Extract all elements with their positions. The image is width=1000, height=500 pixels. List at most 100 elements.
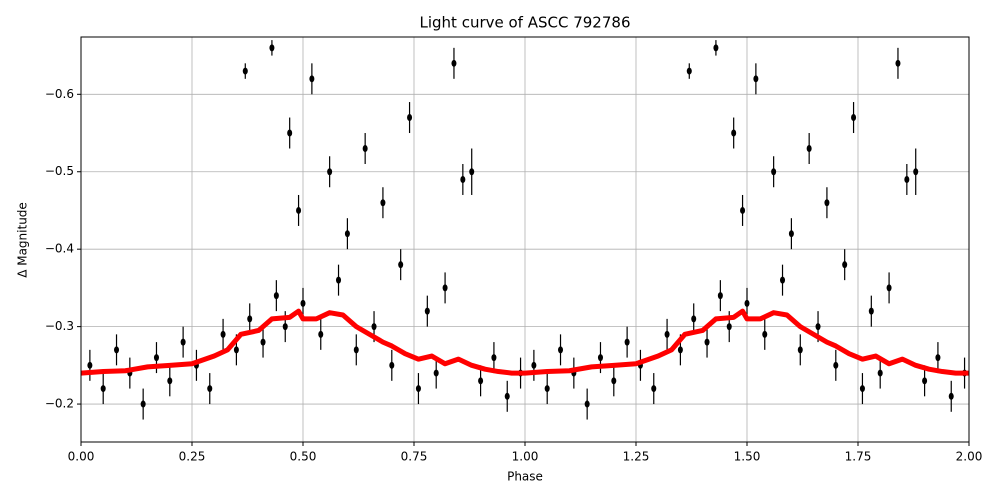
data-point <box>407 114 413 122</box>
data-point <box>300 299 306 307</box>
data-point <box>948 392 954 400</box>
data-point <box>207 385 213 393</box>
data-point <box>886 284 892 292</box>
data-point <box>153 354 159 362</box>
data-point <box>309 75 315 83</box>
data-point <box>442 284 448 292</box>
data-point <box>731 129 737 137</box>
data-point <box>877 369 883 377</box>
data-point <box>686 67 692 75</box>
data-point <box>451 59 457 67</box>
data-point <box>913 168 919 176</box>
data-point <box>713 44 719 52</box>
data-point <box>824 199 830 207</box>
data-point <box>167 377 173 385</box>
data-point <box>762 330 768 338</box>
data-point <box>389 361 395 369</box>
data-point <box>806 145 812 153</box>
data-point <box>544 385 550 393</box>
x-axis-label: Phase <box>507 470 543 484</box>
x-tick-label: 0.75 <box>401 450 428 464</box>
data-point <box>717 292 723 300</box>
data-point <box>424 307 430 315</box>
data-point <box>433 369 439 377</box>
y-tick-label: −0.2 <box>45 397 74 411</box>
data-point <box>353 346 359 354</box>
data-point <box>558 346 564 354</box>
x-tick-label: 1.25 <box>623 450 650 464</box>
data-point <box>833 361 839 369</box>
x-tick-label: 1.50 <box>734 450 761 464</box>
data-point <box>664 330 670 338</box>
data-point <box>851 114 857 122</box>
data-point <box>788 230 794 238</box>
data-point <box>344 230 350 238</box>
data-point <box>247 315 253 323</box>
data-point <box>771 168 777 176</box>
data-point <box>584 400 590 408</box>
data-point <box>859 385 865 393</box>
data-point <box>691 315 697 323</box>
x-tick-label: 0.50 <box>290 450 317 464</box>
data-point <box>611 377 617 385</box>
data-point <box>868 307 874 315</box>
data-point <box>287 129 293 137</box>
data-point <box>114 346 120 354</box>
data-point <box>380 199 386 207</box>
data-point <box>180 338 186 346</box>
y-tick-label: −0.6 <box>45 87 74 101</box>
data-point <box>780 276 786 284</box>
data-point <box>797 346 803 354</box>
data-point <box>531 361 537 369</box>
data-point <box>336 276 342 284</box>
data-point <box>398 261 404 269</box>
x-tick-label: 0.25 <box>179 450 206 464</box>
data-point <box>842 261 848 269</box>
data-point <box>677 346 683 354</box>
data-point <box>651 385 657 393</box>
x-tick-label: 0.00 <box>68 450 95 464</box>
data-point <box>220 330 226 338</box>
data-point <box>904 175 910 183</box>
data-point <box>282 323 288 331</box>
data-point <box>460 175 466 183</box>
plot-frame <box>80 36 970 443</box>
data-point <box>491 354 497 362</box>
y-tick-label: −0.4 <box>45 242 74 256</box>
data-point <box>740 206 746 214</box>
y-tick-label: −0.3 <box>45 319 74 333</box>
data-point <box>100 385 106 393</box>
y-axis-label: Δ Magnitude <box>16 202 30 278</box>
data-point <box>233 346 239 354</box>
data-point <box>753 75 759 83</box>
data-point <box>504 392 510 400</box>
data-point <box>327 168 333 176</box>
data-point <box>895 59 901 67</box>
data-point <box>744 299 750 307</box>
data-point <box>362 145 368 153</box>
data-point <box>815 323 821 331</box>
data-point <box>140 400 146 408</box>
chart-title: Light curve of ASCC 792786 <box>420 14 631 32</box>
data-point <box>242 67 248 75</box>
x-tick-label: 1.75 <box>845 450 872 464</box>
data-point <box>597 354 603 362</box>
data-point <box>296 206 302 214</box>
data-point <box>260 338 266 346</box>
data-point <box>624 338 630 346</box>
x-tick-label: 2.00 <box>956 450 983 464</box>
data-point <box>371 323 377 331</box>
data-point <box>704 338 710 346</box>
data-point <box>273 292 279 300</box>
data-point <box>922 377 928 385</box>
data-point <box>478 377 484 385</box>
data-point <box>87 361 93 369</box>
data-point <box>726 323 732 331</box>
x-tick-label: 1.00 <box>512 450 539 464</box>
data-point <box>415 385 421 393</box>
y-tick-label: −0.5 <box>45 164 74 178</box>
trend-line <box>81 308 969 376</box>
data-point <box>935 354 941 362</box>
